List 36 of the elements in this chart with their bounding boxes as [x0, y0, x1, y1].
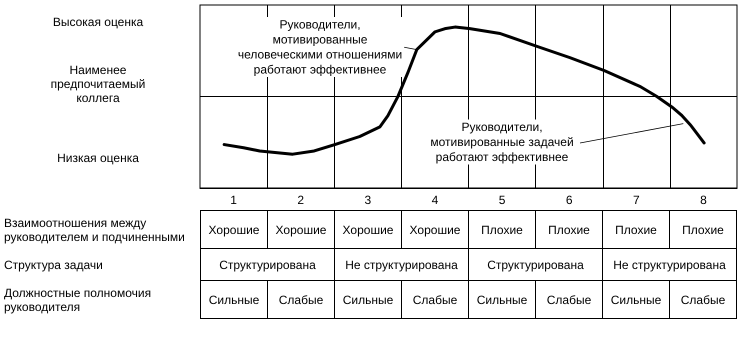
ref-line-label: Наименее предпочитаемый коллега	[50, 63, 146, 106]
text: Слабые	[268, 280, 334, 318]
text: Плохие	[602, 210, 670, 248]
x-tick-label: 5	[498, 193, 506, 207]
text: Хорошие	[200, 210, 268, 248]
text: Структурирована	[468, 248, 602, 280]
annotation: Руководители, мотивированные задачей работают эффективнее	[430, 120, 574, 164]
text: Плохие	[536, 210, 602, 248]
annotation: Руководители, мотивированные человеческими отношениями работают эффективнее	[238, 18, 402, 76]
text: Плохие	[468, 210, 536, 248]
text: Слабые	[536, 280, 602, 318]
x-tick-label: 6	[566, 193, 573, 207]
text: Взаимоотношения между руководителем и подчиненными	[3, 214, 186, 246]
text: Слабые	[670, 280, 736, 318]
text: Сильные	[468, 280, 536, 318]
text: Низкая оценка	[56, 151, 140, 165]
text: Не структурирована	[334, 248, 468, 280]
x-tick-label: 8	[700, 193, 708, 207]
text: Сильные	[200, 280, 268, 318]
text: Хорошие	[268, 210, 334, 248]
text: Хорошие	[334, 210, 402, 248]
x-tick-label: 4	[432, 193, 439, 207]
x-tick-label: 2	[297, 193, 304, 207]
x-tick-label: 7	[632, 193, 640, 207]
text: Высокая оценка	[52, 15, 144, 29]
text: Сильные	[602, 280, 670, 318]
text: Слабые	[402, 280, 468, 318]
text: Плохие	[670, 210, 736, 248]
text: Хорошие	[402, 210, 468, 248]
text: Должностные полномочия руководителя	[3, 284, 152, 316]
text: Структурирована	[200, 248, 334, 280]
text: Структура задачи	[3, 256, 104, 274]
x-tick-label: 1	[230, 193, 238, 207]
x-tick-label: 3	[364, 193, 372, 207]
text: Сильные	[334, 280, 402, 318]
text: Не структурирована	[602, 248, 736, 280]
